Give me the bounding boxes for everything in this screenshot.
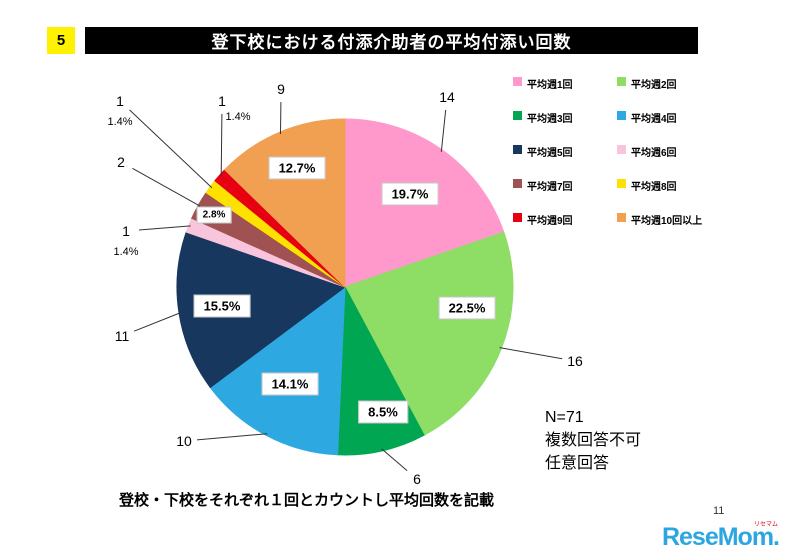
- page-number: 11: [713, 505, 725, 517]
- slice-count-label: 16: [565, 353, 585, 369]
- slice-percent-label: 1.4%: [111, 246, 141, 258]
- leader-line: [220, 113, 223, 177]
- note-line-single-answer: 複数回答不可: [545, 432, 642, 449]
- slice-percent-label: 2.8%: [196, 206, 232, 224]
- slice-percent-label: 1.4%: [223, 111, 253, 123]
- slice-count-label: 14: [437, 89, 457, 105]
- slice-count-label: 1: [114, 93, 126, 109]
- legend-item: 平均週7回: [513, 178, 617, 212]
- legend-item: 平均週9回: [513, 212, 617, 246]
- legend-swatch-icon: [617, 179, 626, 188]
- leader-line: [196, 433, 268, 441]
- chart-legend: 平均週1回 平均週2回平均週3回 平均週4回平均週5回 平均週6回平均週7回 平均週8回…: [513, 76, 702, 246]
- legend-item: 平均週4回: [617, 110, 702, 144]
- leader-line: [132, 167, 201, 207]
- legend-swatch-icon: [513, 111, 522, 120]
- slide-title: 登下校における付添介助者の平均付添い回数: [85, 27, 698, 54]
- legend-label: 平均週9回: [527, 216, 573, 227]
- slice-percent-label: 14.1%: [261, 372, 319, 396]
- leader-line: [440, 109, 447, 152]
- legend-swatch-icon: [617, 77, 626, 86]
- pie-slice-4: [176, 231, 347, 389]
- slide-number-badge: 5: [47, 27, 75, 54]
- survey-note: N=71 複数回答不可 任意回答: [545, 406, 641, 475]
- legend-swatch-icon: [617, 213, 626, 222]
- leader-line: [499, 347, 563, 360]
- legend-label: 平均週10回以上: [631, 216, 703, 227]
- slice-percent-label: 8.5%: [358, 400, 408, 424]
- legend-label: 平均週8回: [631, 182, 677, 193]
- legend-label: 平均週2回: [631, 80, 677, 91]
- legend-swatch-icon: [513, 213, 522, 222]
- legend-item: 平均週8回: [617, 178, 702, 212]
- legend-label: 平均週1回: [527, 80, 573, 91]
- slice-count-label: 1: [120, 223, 132, 239]
- leader-line: [138, 225, 191, 231]
- legend-item: 平均週6回: [617, 144, 702, 178]
- slice-count-label: 11: [112, 328, 132, 344]
- slice-percent-label: 15.5%: [193, 294, 251, 318]
- legend-swatch-icon: [513, 77, 522, 86]
- resemom-logo-ruby: リセマム: [753, 522, 778, 528]
- leader-line: [129, 109, 213, 189]
- legend-item: 平均週10回以上: [617, 212, 702, 246]
- legend-swatch-icon: [617, 145, 626, 154]
- slice-percent-label: 19.7%: [381, 182, 439, 206]
- legend-label: 平均週6回: [631, 148, 677, 159]
- legend-item: 平均週1回: [513, 76, 617, 110]
- slice-percent-label: 12.7%: [268, 156, 326, 180]
- slice-count-label: 1: [216, 93, 228, 109]
- resemom-logo-text: ReseMom.: [661, 523, 780, 551]
- note-line-optional: 任意回答: [545, 455, 610, 472]
- leader-line: [381, 448, 408, 471]
- legend-label: 平均週5回: [527, 148, 573, 159]
- slice-count-label: 6: [411, 471, 423, 487]
- legend-item: 平均週2回: [617, 76, 702, 110]
- slice-percent-label: 22.5%: [438, 296, 496, 320]
- legend-swatch-icon: [617, 111, 626, 120]
- pie-slice-3: [209, 285, 346, 456]
- legend-item: 平均週3回: [513, 110, 617, 144]
- legend-swatch-icon: [513, 145, 522, 154]
- resemom-logo: ReseMom. リセマム: [661, 522, 780, 551]
- slice-count-label: 2: [115, 154, 127, 170]
- slice-count-label: 10: [174, 433, 194, 449]
- legend-label: 平均週3回: [527, 114, 573, 125]
- leader-line: [133, 312, 182, 332]
- slice-count-label: 9: [275, 81, 287, 97]
- legend-label: 平均週7回: [527, 182, 573, 193]
- legend-swatch-icon: [513, 179, 522, 188]
- slice-percent-label: 1.4%: [105, 116, 135, 128]
- note-line-n: N=71: [545, 409, 584, 426]
- legend-label: 平均週4回: [631, 114, 677, 125]
- chart-caption: 登校・下校をそれぞれ１回とカウントし平均回数を記載: [119, 492, 495, 509]
- legend-item: 平均週5回: [513, 144, 617, 178]
